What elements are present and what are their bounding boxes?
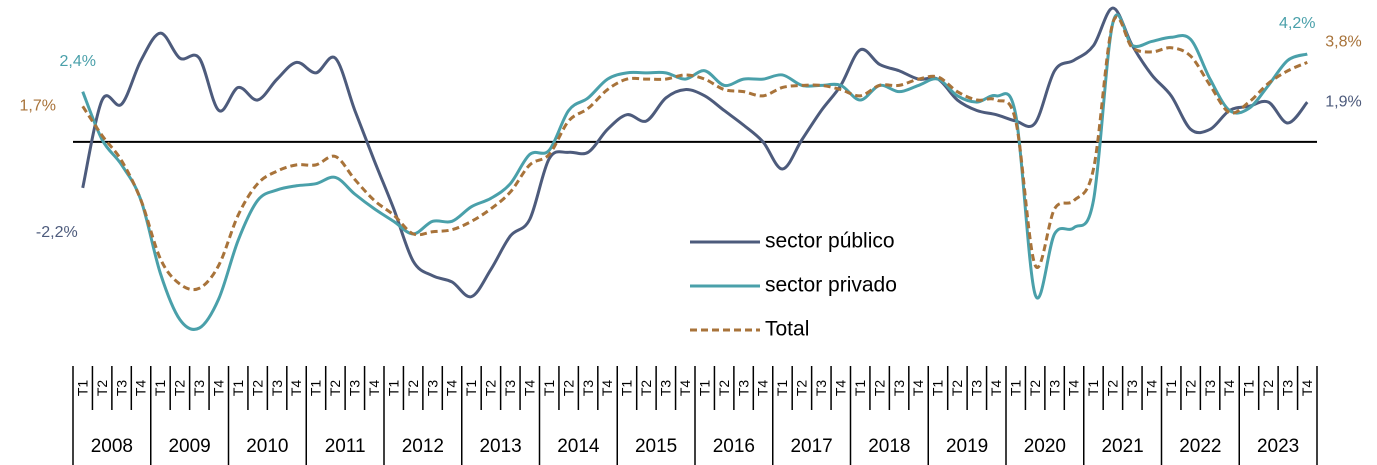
year-label: 2022 bbox=[1179, 436, 1221, 457]
x-tick-label: T2 bbox=[405, 380, 421, 397]
x-tick-label: T3 bbox=[191, 380, 207, 397]
x-tick-label: T4 bbox=[288, 380, 304, 397]
x-tick-label: T3 bbox=[735, 380, 751, 397]
x-tick-label: T1 bbox=[696, 380, 712, 397]
x-tick-label: T4 bbox=[1299, 380, 1315, 397]
x-tick-label: T1 bbox=[230, 380, 246, 397]
value-label: 4,2% bbox=[1279, 15, 1315, 32]
x-tick-label: T2 bbox=[716, 380, 732, 397]
x-tick-label: T2 bbox=[1260, 380, 1276, 397]
x-tick-label: T1 bbox=[1241, 380, 1257, 397]
x-tick-label: T2 bbox=[1182, 380, 1198, 397]
year-label: 2021 bbox=[1101, 436, 1143, 457]
year-label: 2014 bbox=[557, 436, 600, 457]
x-tick-label: T3 bbox=[113, 380, 129, 397]
x-tick-label: T1 bbox=[541, 380, 557, 397]
x-tick-label: T1 bbox=[930, 380, 946, 397]
x-tick-label: T4 bbox=[677, 380, 693, 397]
x-tick-label: T2 bbox=[94, 380, 110, 397]
series-line bbox=[81, 6, 1309, 299]
x-tick-label: T4 bbox=[1066, 380, 1082, 397]
x-tick-label: T2 bbox=[638, 380, 654, 397]
x-tick-label: T3 bbox=[580, 380, 596, 397]
x-tick-label: T1 bbox=[619, 380, 635, 397]
year-label: 2016 bbox=[713, 436, 755, 457]
x-tick-label: T2 bbox=[949, 380, 965, 397]
x-tick-label: T2 bbox=[327, 380, 343, 397]
x-tick-label: T3 bbox=[1202, 380, 1218, 397]
x-tick-label: T2 bbox=[172, 380, 188, 397]
x-tick-label: T4 bbox=[910, 380, 926, 397]
x-tick-label: T4 bbox=[988, 380, 1004, 397]
x-tick-label: T4 bbox=[210, 380, 226, 397]
x-tick-label: T1 bbox=[74, 380, 90, 397]
legend-label: Total bbox=[765, 318, 809, 341]
year-label: 2017 bbox=[790, 436, 832, 457]
x-tick-label: T3 bbox=[502, 380, 518, 397]
x-tick-label: T4 bbox=[599, 380, 615, 397]
series-line bbox=[81, 13, 1308, 331]
x-tick-label: T3 bbox=[891, 380, 907, 397]
x-tick-label: T3 bbox=[1124, 380, 1140, 397]
x-tick-label: T2 bbox=[871, 380, 887, 397]
x-tick-label: T4 bbox=[755, 380, 771, 397]
year-label: 2011 bbox=[325, 436, 366, 457]
value-label: 1,9% bbox=[1325, 93, 1361, 110]
x-tick-label: T1 bbox=[463, 380, 479, 397]
year-label: 2018 bbox=[868, 436, 910, 457]
x-tick-label: T3 bbox=[1046, 380, 1062, 397]
x-tick-label: T3 bbox=[813, 380, 829, 397]
x-tick-label: T4 bbox=[832, 380, 848, 397]
x-tick-label: T3 bbox=[424, 380, 440, 397]
value-label: 1,7% bbox=[19, 98, 55, 115]
x-tick-label: T4 bbox=[444, 380, 460, 397]
x-tick-label: T4 bbox=[133, 380, 149, 397]
x-tick-label: T1 bbox=[774, 380, 790, 397]
x-tick-label: T1 bbox=[1085, 380, 1101, 397]
x-tick-label: T3 bbox=[347, 380, 363, 397]
year-label: 2015 bbox=[635, 436, 677, 457]
x-tick-label: T4 bbox=[1143, 380, 1159, 397]
x-tick-label: T3 bbox=[1280, 380, 1296, 397]
legend-label: sector público bbox=[765, 230, 895, 253]
x-tick-label: T2 bbox=[483, 380, 499, 397]
year-label: 2009 bbox=[168, 436, 210, 457]
series-line bbox=[81, 15, 1308, 292]
year-label: 2020 bbox=[1024, 436, 1066, 457]
x-tick-label: T1 bbox=[1007, 380, 1023, 397]
x-tick-label: T1 bbox=[152, 380, 168, 397]
year-label: 2008 bbox=[91, 436, 133, 457]
x-tick-label: T1 bbox=[385, 380, 401, 397]
year-label: 2013 bbox=[479, 436, 521, 457]
x-tick-label: T3 bbox=[658, 380, 674, 397]
year-label: 2023 bbox=[1257, 436, 1299, 457]
x-tick-label: T3 bbox=[969, 380, 985, 397]
x-tick-label: T2 bbox=[560, 380, 576, 397]
legend-label: sector privado bbox=[765, 274, 897, 297]
x-tick-label: T1 bbox=[852, 380, 868, 397]
x-tick-label: T3 bbox=[269, 380, 285, 397]
x-tick-label: T1 bbox=[1163, 380, 1179, 397]
x-tick-label: T4 bbox=[521, 380, 537, 397]
x-tick-label: T4 bbox=[1221, 380, 1237, 397]
x-tick-label: T2 bbox=[794, 380, 810, 397]
year-label: 2010 bbox=[246, 436, 288, 457]
value-label: 2,4% bbox=[59, 53, 95, 70]
x-tick-label: T1 bbox=[308, 380, 324, 397]
x-tick-label: T2 bbox=[1027, 380, 1043, 397]
year-label: 2012 bbox=[402, 436, 444, 457]
x-tick-label: T2 bbox=[249, 380, 265, 397]
x-tick-label: T4 bbox=[366, 380, 382, 397]
x-tick-label: T2 bbox=[1105, 380, 1121, 397]
year-label: 2019 bbox=[946, 436, 988, 457]
value-label: -2,2% bbox=[36, 224, 78, 241]
value-label: 3,8% bbox=[1325, 34, 1361, 51]
